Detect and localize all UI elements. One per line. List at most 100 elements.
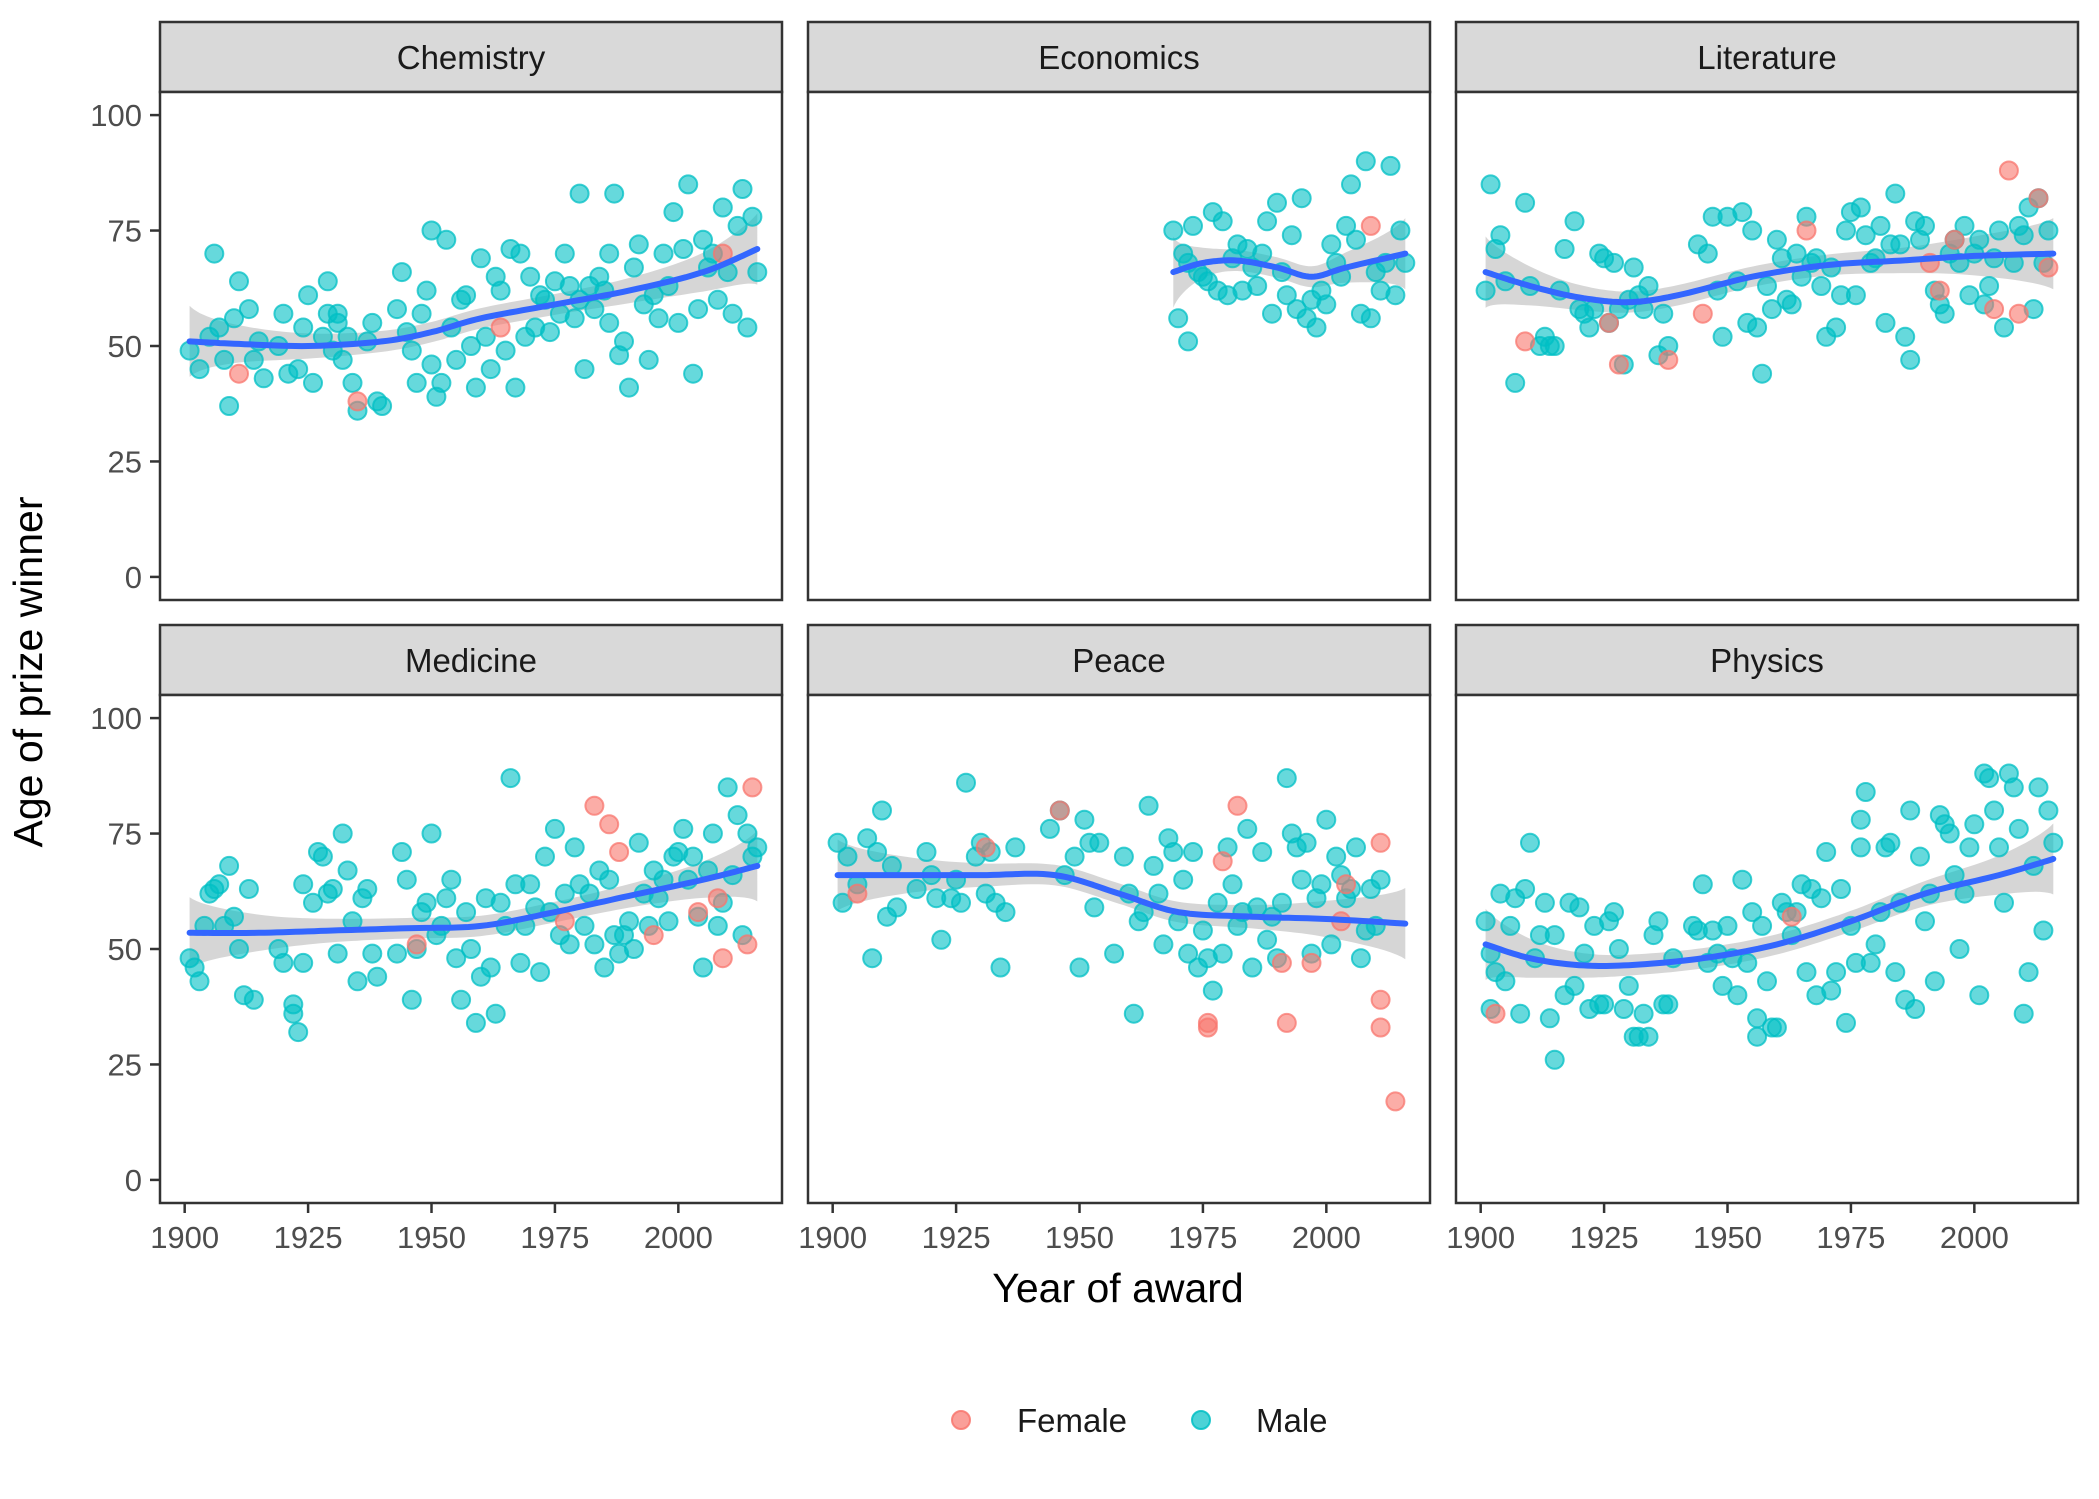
point-male-literature-40 <box>1732 202 1753 223</box>
point-male-chemistry-93 <box>663 202 684 223</box>
point-male-peace-38 <box>1113 846 1134 867</box>
point-male-chemistry-7 <box>224 308 244 329</box>
point-male-physics-58 <box>1766 1017 1787 1038</box>
panel-medicine: Medicine 0 25 50 75 100 1900 1925 1950 1975 2000 <box>90 623 784 1255</box>
point-male-economics-38 <box>1346 229 1366 250</box>
y-tick-label-chemistry-75: 75 <box>108 214 142 249</box>
point-male-literature-22 <box>1604 252 1624 273</box>
point-male-chemistry-54 <box>480 359 501 380</box>
point-male-chemistry-56 <box>490 280 511 301</box>
point-male-chemistry-96 <box>678 174 699 195</box>
point-male-chemistry-51 <box>465 377 486 398</box>
point-male-peace-27 <box>1005 837 1026 858</box>
x-tick-label-medicine-2000: 2000 <box>644 1220 713 1255</box>
point-male-peace-90 <box>1370 869 1391 890</box>
y-tick-label-chemistry-0: 0 <box>125 560 142 595</box>
point-male-medicine-64 <box>530 962 551 983</box>
point-female-literature-9 <box>1984 299 2005 320</box>
point-male-peace-32 <box>1069 957 1090 978</box>
x-tick-label-physics-1950: 1950 <box>1693 1220 1762 1255</box>
point-male-peace-1 <box>832 892 853 913</box>
point-male-peace-31 <box>1064 846 1085 867</box>
point-male-economics-45 <box>1380 155 1401 176</box>
panel-peace: Peace 1900 1925 1950 1975 2000 <box>798 623 1432 1255</box>
point-male-physics-71 <box>1831 879 1851 899</box>
point-male-chemistry-3 <box>204 243 225 264</box>
point-male-physics-98 <box>1959 837 1980 858</box>
point-male-chemistry-88 <box>638 349 659 370</box>
point-male-physics-89 <box>1915 911 1935 932</box>
point-male-medicine-108 <box>747 837 768 858</box>
point-male-chemistry-38 <box>406 372 427 393</box>
point-male-literature-13 <box>1554 239 1575 259</box>
y-axis-title: Age of prize winner <box>5 497 51 848</box>
point-male-literature-3 <box>1490 225 1511 246</box>
point-male-chemistry-66 <box>540 322 560 343</box>
point-female-literature-3 <box>1658 349 1679 370</box>
point-male-medicine-41 <box>416 892 437 913</box>
point-male-physics-55 <box>1752 915 1773 936</box>
panel-economics: Economics <box>806 20 1432 602</box>
point-male-chemistry-85 <box>623 257 644 278</box>
point-male-chemistry-19 <box>303 372 323 393</box>
x-tick-label-peace-1925: 1925 <box>922 1220 991 1255</box>
point-male-economics-11 <box>1212 211 1233 232</box>
point-male-chemistry-18 <box>298 285 319 306</box>
point-male-medicine-56 <box>490 892 511 913</box>
point-male-literature-51 <box>1786 243 1807 264</box>
point-male-medicine-75 <box>584 934 605 955</box>
point-male-peace-7 <box>872 800 892 821</box>
point-male-medicine-28 <box>337 860 358 881</box>
point-male-chemistry-26 <box>332 349 353 370</box>
point-male-medicine-8 <box>219 855 240 876</box>
point-male-peace-57 <box>1207 892 1228 913</box>
point-female-literature-11 <box>2008 303 2029 324</box>
point-male-physics-114 <box>2038 800 2059 821</box>
point-male-economics-36 <box>1336 215 1357 236</box>
point-male-medicine-99 <box>702 823 723 844</box>
point-female-literature-12 <box>2028 188 2049 209</box>
point-male-chemistry-72 <box>569 183 590 204</box>
point-male-peace-46 <box>1153 934 1174 955</box>
point-male-physics-25 <box>1594 994 1615 1015</box>
point-male-medicine-23 <box>312 846 333 867</box>
point-male-physics-103 <box>1984 800 2005 821</box>
x-tick-label-medicine-1950: 1950 <box>397 1220 466 1255</box>
point-female-peace-0 <box>847 883 868 904</box>
point-male-physics-86 <box>1900 800 1921 821</box>
point-male-physics-56 <box>1757 971 1777 992</box>
point-female-literature-1 <box>1599 312 1619 333</box>
point-male-physics-99 <box>1964 814 1985 835</box>
point-female-peace-15 <box>1385 1091 1406 1112</box>
point-male-peace-5 <box>862 948 883 969</box>
point-male-peace-63 <box>1237 818 1258 839</box>
point-male-chemistry-91 <box>653 243 674 264</box>
point-male-physics-33 <box>1633 1003 1654 1024</box>
point-male-chemistry-69 <box>554 243 575 264</box>
point-male-chemistry-52 <box>470 248 491 269</box>
point-male-physics-46 <box>1712 975 1733 996</box>
trend-line-medicine <box>186 862 761 936</box>
point-male-chemistry-71 <box>564 308 585 329</box>
point-male-physics-104 <box>1989 837 2009 858</box>
point-male-medicine-83 <box>623 939 644 959</box>
point-male-chemistry-84 <box>619 377 639 398</box>
point-male-medicine-35 <box>387 943 407 964</box>
point-male-medicine-54 <box>480 957 501 978</box>
point-female-medicine-3 <box>599 814 620 835</box>
point-male-literature-37 <box>1712 326 1733 347</box>
point-male-peace-70 <box>1271 892 1292 913</box>
point-male-physics-8 <box>1510 1003 1531 1024</box>
point-male-chemistry-39 <box>411 303 432 324</box>
point-female-chemistry-1 <box>347 391 368 412</box>
point-male-literature-61 <box>1836 220 1856 241</box>
point-male-physics-42 <box>1692 874 1713 895</box>
point-male-peace-19 <box>956 772 976 793</box>
point-female-peace-13 <box>1370 989 1391 1010</box>
point-female-peace-2 <box>1049 800 1070 821</box>
point-male-literature-85 <box>1959 285 1980 306</box>
point-male-physics-5 <box>1495 971 1516 992</box>
point-male-economics-32 <box>1316 294 1337 315</box>
point-male-medicine-51 <box>465 1012 486 1033</box>
